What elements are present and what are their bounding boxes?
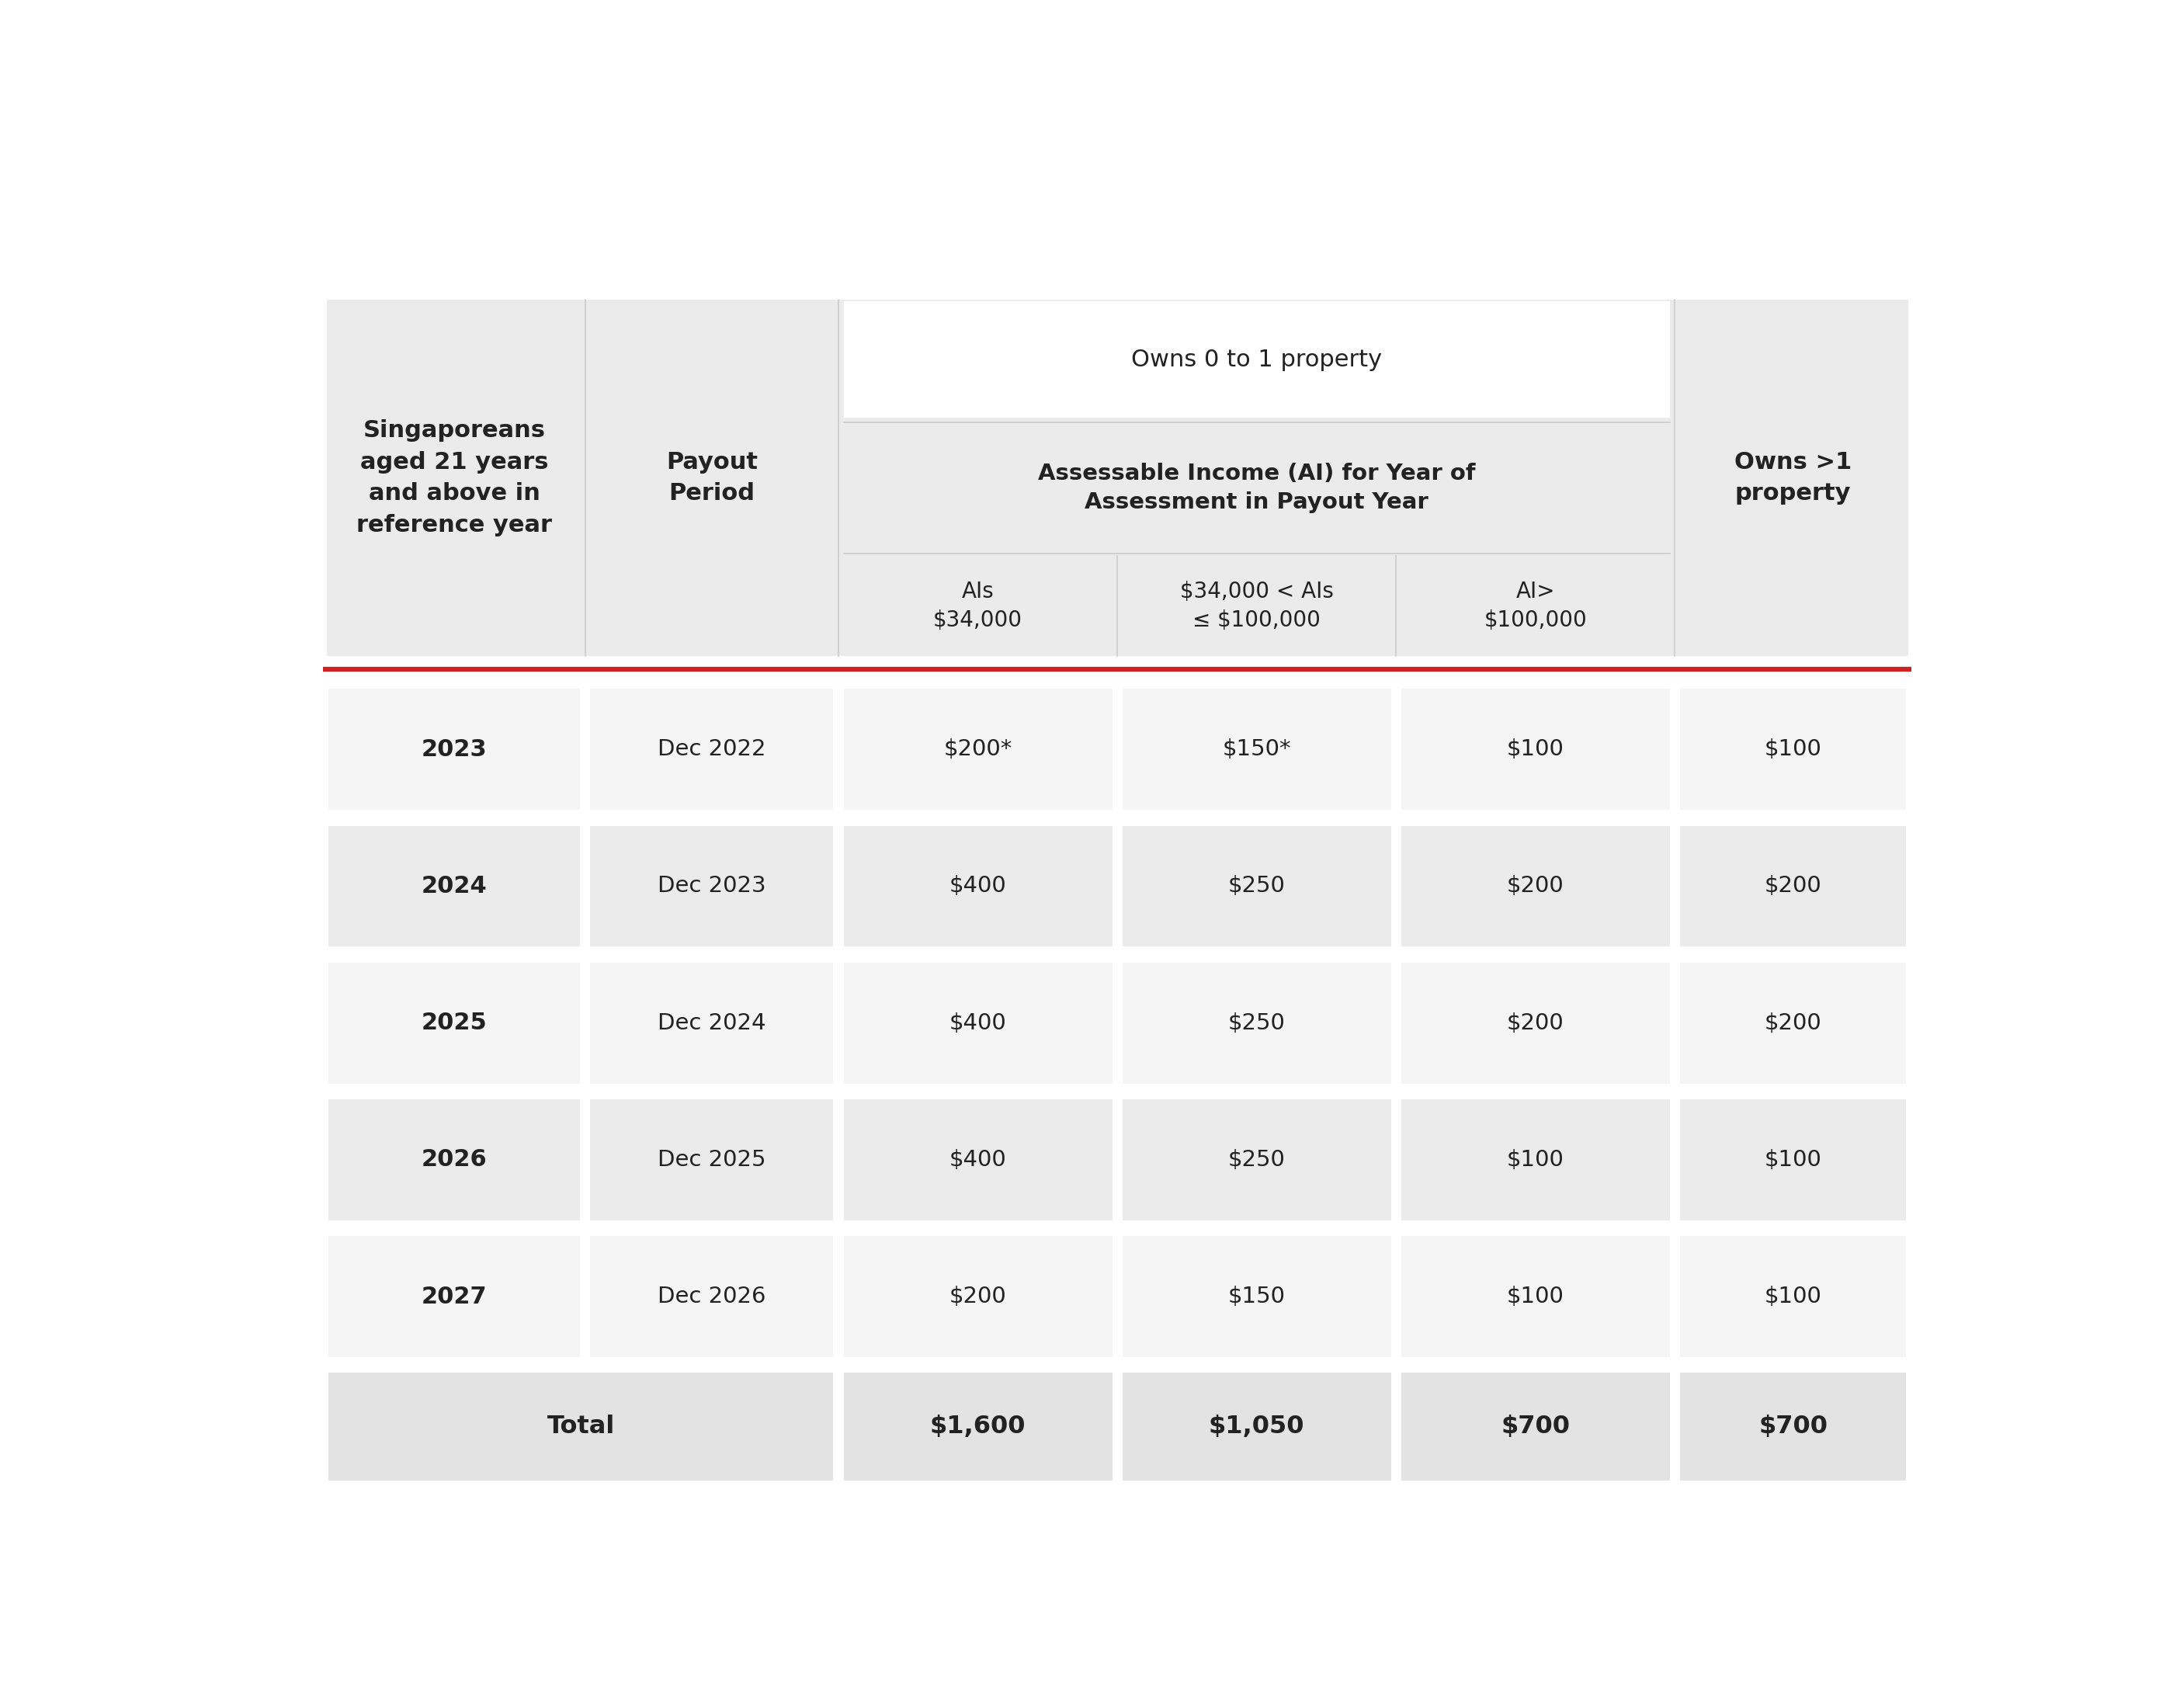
Text: $150: $150 (1227, 1286, 1286, 1307)
Bar (1402, 688, 1670, 810)
Bar (1123, 1373, 1391, 1481)
Bar (1681, 688, 1905, 810)
Bar (329, 963, 580, 1083)
Text: 2024: 2024 (421, 874, 486, 897)
Bar (844, 825, 1112, 946)
Text: $400: $400 (948, 1149, 1007, 1170)
Text: $100: $100 (1506, 738, 1563, 760)
Text: $200: $200 (1506, 874, 1563, 897)
Bar (591, 963, 833, 1083)
Text: 2025: 2025 (421, 1011, 486, 1035)
Text: Dec 2023: Dec 2023 (658, 874, 765, 897)
Bar (1681, 1100, 1905, 1220)
Bar (1402, 1237, 1670, 1358)
Text: $200: $200 (1764, 874, 1822, 897)
Text: $200: $200 (948, 1286, 1007, 1307)
Bar (844, 1373, 1112, 1481)
Text: Dec 2022: Dec 2022 (658, 738, 765, 760)
Text: $100: $100 (1506, 1286, 1563, 1307)
Bar (1123, 1237, 1391, 1358)
Text: $100: $100 (1764, 1149, 1822, 1170)
Bar (329, 825, 580, 946)
Text: Dec 2024: Dec 2024 (658, 1013, 765, 1033)
Bar (591, 825, 833, 946)
Text: 2023: 2023 (421, 738, 486, 760)
Text: $400: $400 (948, 1013, 1007, 1033)
Text: $1,050: $1,050 (1208, 1414, 1304, 1438)
Bar (844, 688, 1112, 810)
Text: Assessable Income (AI) for Year of
Assessment in Payout Year: Assessable Income (AI) for Year of Asses… (1038, 463, 1476, 512)
Bar (329, 1237, 580, 1358)
Bar (1402, 1373, 1670, 1481)
Text: Owns >1
property: Owns >1 property (1735, 451, 1851, 506)
Bar (329, 1100, 580, 1220)
Bar (1123, 825, 1391, 946)
Text: $200*: $200* (944, 738, 1012, 760)
Bar (591, 688, 833, 810)
Bar (327, 299, 1908, 656)
Text: Payout
Period: Payout Period (665, 451, 759, 506)
Text: $200: $200 (1764, 1013, 1822, 1033)
Text: $100: $100 (1506, 1149, 1563, 1170)
Text: AI>
$100,000: AI> $100,000 (1485, 581, 1587, 632)
Bar (844, 963, 1112, 1083)
Bar (329, 688, 580, 810)
Text: $150*: $150* (1223, 738, 1291, 760)
Bar (844, 301, 1670, 418)
Text: $200: $200 (1506, 1013, 1563, 1033)
Text: Singaporeans
aged 21 years
and above in
reference year: Singaporeans aged 21 years and above in … (355, 420, 552, 536)
Text: $700: $700 (1500, 1414, 1570, 1438)
Bar (1402, 963, 1670, 1083)
Text: $700: $700 (1759, 1414, 1827, 1438)
Text: $250: $250 (1227, 874, 1286, 897)
Bar (1681, 1373, 1905, 1481)
Bar (591, 1237, 833, 1358)
Text: $1,600: $1,600 (931, 1414, 1027, 1438)
Text: Dec 2026: Dec 2026 (658, 1286, 765, 1307)
Bar (1402, 825, 1670, 946)
Bar (1123, 963, 1391, 1083)
Bar (1681, 825, 1905, 946)
Text: $250: $250 (1227, 1013, 1286, 1033)
Text: $400: $400 (948, 874, 1007, 897)
Bar (591, 1100, 833, 1220)
Text: 2027: 2027 (421, 1286, 486, 1308)
Bar (1681, 963, 1905, 1083)
Text: Owns 0 to 1 property: Owns 0 to 1 property (1131, 348, 1382, 371)
Bar (1123, 688, 1391, 810)
Text: $100: $100 (1764, 1286, 1822, 1307)
Text: 2026: 2026 (421, 1148, 486, 1172)
Bar (1402, 1100, 1670, 1220)
Text: $100: $100 (1764, 738, 1822, 760)
Text: Dec 2025: Dec 2025 (658, 1149, 765, 1170)
Text: $250: $250 (1227, 1149, 1286, 1170)
Text: Total: Total (547, 1414, 615, 1438)
Bar (1123, 1100, 1391, 1220)
Bar (329, 1373, 833, 1481)
Bar (844, 1100, 1112, 1220)
Bar (844, 1237, 1112, 1358)
Text: $34,000 < AIs
≤ $100,000: $34,000 < AIs ≤ $100,000 (1179, 581, 1334, 632)
Bar (1681, 1237, 1905, 1358)
Text: AIs
$34,000: AIs $34,000 (933, 581, 1022, 632)
